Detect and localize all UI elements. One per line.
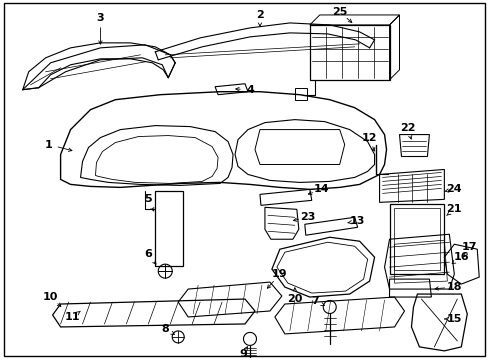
Text: 15: 15 <box>446 314 461 324</box>
Text: 17: 17 <box>461 242 476 252</box>
Text: 2: 2 <box>256 10 264 20</box>
Text: 12: 12 <box>361 132 377 143</box>
Text: 6: 6 <box>144 249 152 259</box>
Text: 5: 5 <box>144 194 152 204</box>
Text: 23: 23 <box>300 212 315 222</box>
Text: 21: 21 <box>446 204 461 214</box>
Text: 8: 8 <box>161 324 169 334</box>
Text: 19: 19 <box>271 269 287 279</box>
Text: 16: 16 <box>452 252 468 262</box>
Text: 13: 13 <box>349 216 365 226</box>
Bar <box>294 88 306 100</box>
Text: 20: 20 <box>286 294 302 304</box>
Text: 4: 4 <box>245 85 253 95</box>
Bar <box>155 192 183 266</box>
Bar <box>393 208 440 270</box>
Text: 3: 3 <box>97 13 104 23</box>
Text: 10: 10 <box>43 292 58 302</box>
Text: 7: 7 <box>310 296 318 306</box>
Text: 25: 25 <box>331 7 346 17</box>
Text: 11: 11 <box>65 312 80 322</box>
Bar <box>389 204 444 274</box>
Text: 24: 24 <box>446 184 461 194</box>
Text: 18: 18 <box>446 282 461 292</box>
Text: 14: 14 <box>313 184 329 194</box>
Text: 1: 1 <box>45 140 52 149</box>
Text: 22: 22 <box>399 123 414 132</box>
Text: 9: 9 <box>239 349 246 359</box>
Bar <box>309 25 389 80</box>
